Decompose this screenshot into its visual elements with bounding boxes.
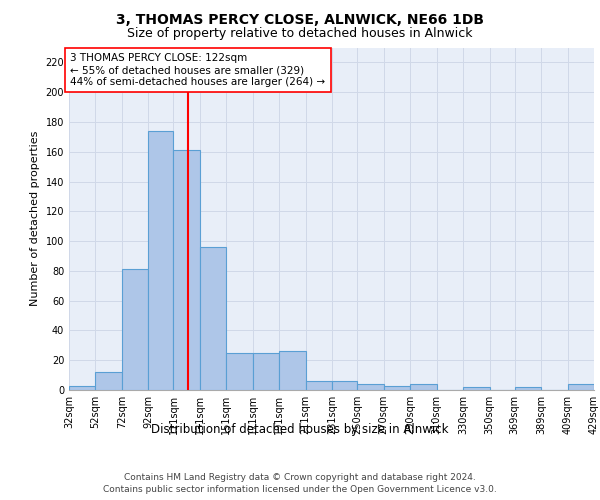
Bar xyxy=(173,150,200,390)
Bar xyxy=(515,387,541,390)
Text: 3 THOMAS PERCY CLOSE: 122sqm
← 55% of detached houses are smaller (329)
44% of s: 3 THOMAS PERCY CLOSE: 122sqm ← 55% of de… xyxy=(70,54,325,86)
Bar xyxy=(306,381,332,390)
Bar xyxy=(357,384,384,390)
Bar xyxy=(568,384,594,390)
Text: Size of property relative to detached houses in Alnwick: Size of property relative to detached ho… xyxy=(127,28,473,40)
Bar xyxy=(95,372,122,390)
Bar xyxy=(332,381,357,390)
Bar xyxy=(410,384,437,390)
Bar xyxy=(148,131,173,390)
Bar xyxy=(200,247,226,390)
Bar xyxy=(463,387,490,390)
Text: Contains public sector information licensed under the Open Government Licence v3: Contains public sector information licen… xyxy=(103,485,497,494)
Bar xyxy=(122,270,148,390)
Bar xyxy=(69,386,95,390)
Bar xyxy=(226,353,253,390)
Bar xyxy=(253,353,279,390)
Text: 3, THOMAS PERCY CLOSE, ALNWICK, NE66 1DB: 3, THOMAS PERCY CLOSE, ALNWICK, NE66 1DB xyxy=(116,12,484,26)
Bar xyxy=(279,352,306,390)
Y-axis label: Number of detached properties: Number of detached properties xyxy=(30,131,40,306)
Text: Distribution of detached houses by size in Alnwick: Distribution of detached houses by size … xyxy=(151,422,449,436)
Text: Contains HM Land Registry data © Crown copyright and database right 2024.: Contains HM Land Registry data © Crown c… xyxy=(124,472,476,482)
Bar xyxy=(384,386,410,390)
